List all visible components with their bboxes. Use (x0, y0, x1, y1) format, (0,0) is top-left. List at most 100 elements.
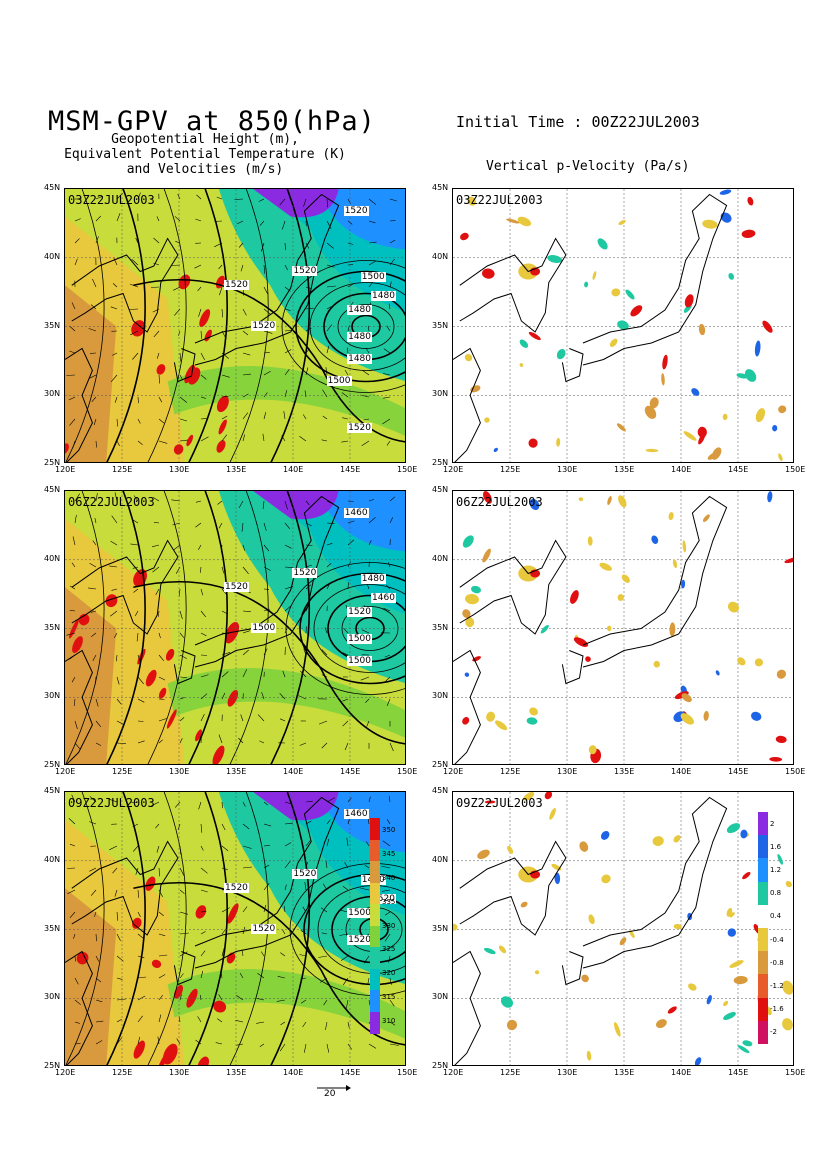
wind-vector (158, 418, 165, 424)
omega-colorbar-label: 0.4 (770, 912, 782, 921)
omega-colorbar-label: -1.6 (770, 1005, 784, 1014)
omega-blob (736, 373, 748, 379)
wind-vector (262, 433, 265, 442)
lon-tick-label: 145E (340, 1068, 361, 1077)
ept-max-blob (178, 274, 191, 290)
wind-vector (153, 522, 160, 524)
coastline (459, 237, 567, 333)
wind-vector (263, 904, 267, 913)
wind-vector (325, 860, 328, 869)
omega-blob (769, 756, 783, 762)
omega-blob (782, 980, 793, 995)
omega-blob (592, 271, 597, 280)
wind-vector (200, 867, 208, 874)
wind-vector (137, 418, 141, 424)
wind-vector (368, 1043, 377, 1049)
wind-vector (261, 242, 265, 252)
ept-height-panel: 1520 1520 1520 1520 1500 1480 1480 1480 1480 1500… (64, 188, 406, 463)
wind-vector (361, 629, 370, 634)
wind-vector (74, 720, 78, 730)
wind-vector (364, 864, 370, 869)
wind-vector (242, 308, 247, 316)
wind-vector (116, 654, 118, 662)
lon-tick-label: 140E (671, 465, 692, 474)
wind-vector (389, 281, 392, 288)
lat-tick-label: 40N (44, 251, 61, 261)
wind-vector (89, 796, 97, 803)
wind-vector (261, 692, 265, 700)
wind-vector (95, 977, 102, 983)
wind-vector (112, 283, 118, 288)
wind-vector (158, 995, 163, 1001)
wind-vector (361, 440, 370, 446)
wind-vector (116, 676, 120, 685)
wind-vector (200, 610, 207, 618)
wind-vector (137, 676, 144, 685)
lon-tick-label: 145E (728, 465, 749, 474)
wind-vector (389, 239, 396, 244)
wind-vector (134, 610, 139, 617)
omega-blob (727, 928, 736, 937)
lat-tick-label: 40N (432, 553, 449, 563)
wind-vector (322, 415, 328, 420)
wind-vector (215, 1042, 223, 1045)
wind-vector (179, 951, 188, 957)
omega-blob (464, 672, 470, 677)
wind-vector (137, 396, 139, 404)
wind-vector (389, 1021, 396, 1026)
wind-vector (263, 882, 270, 891)
coastline (582, 193, 728, 366)
wind-vector (305, 286, 312, 289)
contour-label: 1520 (292, 869, 318, 879)
coastline (459, 539, 567, 635)
wind-vector (342, 720, 349, 727)
omega-blob (785, 880, 792, 888)
ept-max-blob (162, 1043, 178, 1065)
contour-label: 1480 (347, 332, 373, 342)
omega-blob (755, 408, 766, 423)
omega-colorbar (758, 812, 768, 1045)
wind-vector (305, 367, 309, 376)
wind-vector (388, 796, 391, 803)
coastline (65, 950, 93, 1065)
wind-vector (113, 257, 118, 266)
wind-vector (242, 330, 249, 336)
wind-vector (326, 306, 332, 310)
wind-vector (326, 220, 332, 229)
omega-blob (652, 836, 664, 847)
wind-vector (347, 283, 355, 288)
wind-vector (217, 1018, 223, 1023)
wind-vector (342, 417, 349, 420)
lat-tick-label: 30N (44, 389, 61, 399)
omega-background (453, 792, 793, 1065)
wind-vector (389, 517, 394, 524)
wind-vector (72, 440, 76, 449)
wind-vector (322, 389, 328, 398)
wind-vector (200, 654, 208, 656)
colorbar-swatch (370, 1011, 380, 1034)
wind-vector (68, 396, 76, 401)
lon-tick-label: 135E (226, 1068, 247, 1077)
omega-blob (465, 617, 475, 628)
contour-label: 1520 (343, 205, 369, 216)
wind-vector (303, 648, 307, 656)
omega-blob (778, 405, 787, 414)
wind-vector (116, 212, 121, 222)
omega-blob (607, 495, 612, 506)
colorbar-swatch (758, 997, 768, 1022)
omega-blob (529, 707, 538, 716)
wind-vector (137, 1015, 143, 1023)
wind-vector (257, 973, 265, 979)
wind-vector (277, 976, 286, 979)
wind-vector (368, 516, 376, 524)
lat-tick-label: 25N (432, 1061, 449, 1070)
wind-vector (257, 714, 265, 722)
wind-vector (221, 308, 223, 318)
wind-vector (153, 262, 160, 266)
wind-vector (304, 881, 307, 891)
wind-vector (381, 889, 391, 892)
wind-vector (326, 285, 336, 288)
wind-vector (368, 540, 372, 546)
omega-blob (483, 491, 492, 504)
colorbar-swatch (758, 858, 768, 883)
